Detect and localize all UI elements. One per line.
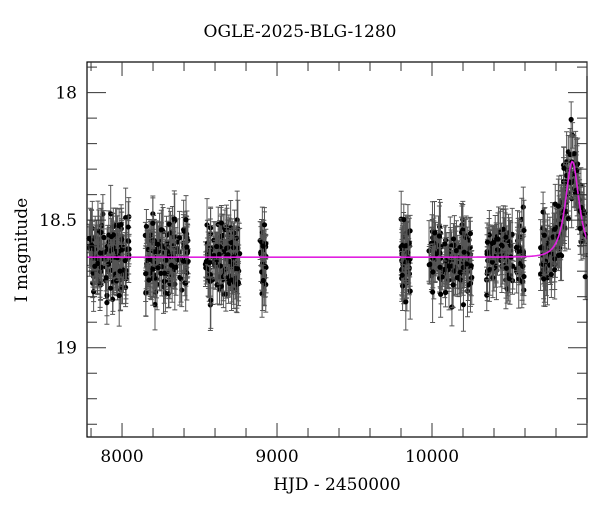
x-tick-label: 10000 — [405, 447, 459, 467]
model-curve — [87, 160, 588, 258]
plot-frame — [86, 61, 588, 438]
chart-title: OGLE-2025-BLG-1280 — [203, 22, 397, 42]
y-tick-label: 18.5 — [39, 211, 77, 231]
x-tick-label: 9000 — [255, 447, 298, 467]
y-axis-label: I magnitude — [12, 197, 32, 303]
y-tick-label: 19 — [55, 339, 77, 359]
y-tick-label: 18 — [55, 84, 77, 104]
x-axis-label: HJD - 2450000 — [273, 475, 401, 495]
data-points — [86, 101, 588, 332]
x-tick-label: 8000 — [100, 447, 143, 467]
